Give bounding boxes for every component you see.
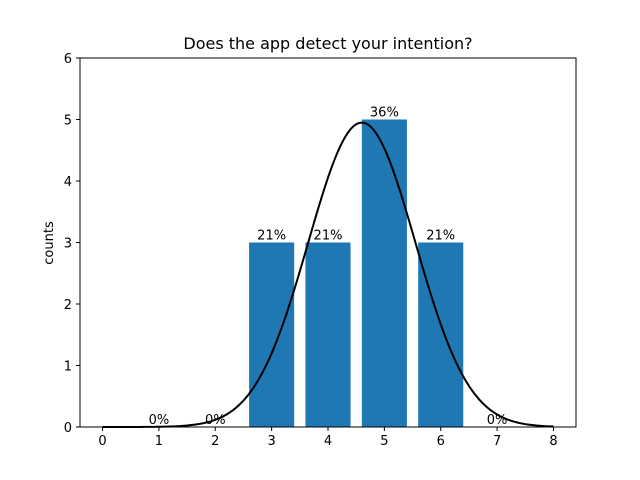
x-tick-label-4: 4: [324, 434, 332, 449]
x-tick-label-7: 7: [493, 434, 501, 449]
chart-title: Does the app detect your intention?: [183, 34, 472, 53]
y-axis-label: counts: [42, 221, 57, 265]
x-tick-label-1: 1: [155, 434, 163, 449]
bar-3: [249, 242, 295, 427]
y-tick-label-3: 3: [64, 237, 72, 252]
data-labels-group: 0% 0% 21% 21% 36% 21% 0%: [149, 106, 508, 429]
y-tick-label-1: 1: [64, 360, 72, 375]
x-tick-label-3: 3: [267, 434, 275, 449]
x-tick-label-5: 5: [380, 434, 388, 449]
x-tick-label-0: 0: [98, 434, 106, 449]
x-tick-label-2: 2: [211, 434, 219, 449]
data-label-5: 36%: [370, 106, 399, 121]
bar-6: [418, 242, 464, 427]
data-label-1: 0%: [149, 413, 170, 428]
data-label-2: 0%: [205, 413, 226, 428]
x-tick-label-8: 8: [549, 434, 557, 449]
y-tick-label-6: 6: [64, 52, 72, 67]
y-tick-label-2: 2: [64, 298, 72, 313]
data-label-6: 21%: [426, 229, 455, 244]
curve-group: [102, 121, 554, 428]
y-tick-label-5: 5: [64, 114, 72, 129]
bar-4: [305, 242, 351, 427]
data-label-3: 21%: [257, 229, 286, 244]
bars-group: [249, 119, 464, 427]
bar-5: [361, 119, 407, 427]
data-label-4: 21%: [314, 229, 343, 244]
axes-group: 0 1 2 3 4 5 6 7 8 0 1 2 3 4 5 6: [64, 52, 577, 449]
fit-curve: [102, 121, 554, 428]
x-tick-label-6: 6: [437, 434, 445, 449]
data-label-7: 0%: [487, 413, 508, 428]
y-tick-label-4: 4: [64, 175, 72, 190]
y-tick-label-0: 0: [64, 421, 72, 436]
